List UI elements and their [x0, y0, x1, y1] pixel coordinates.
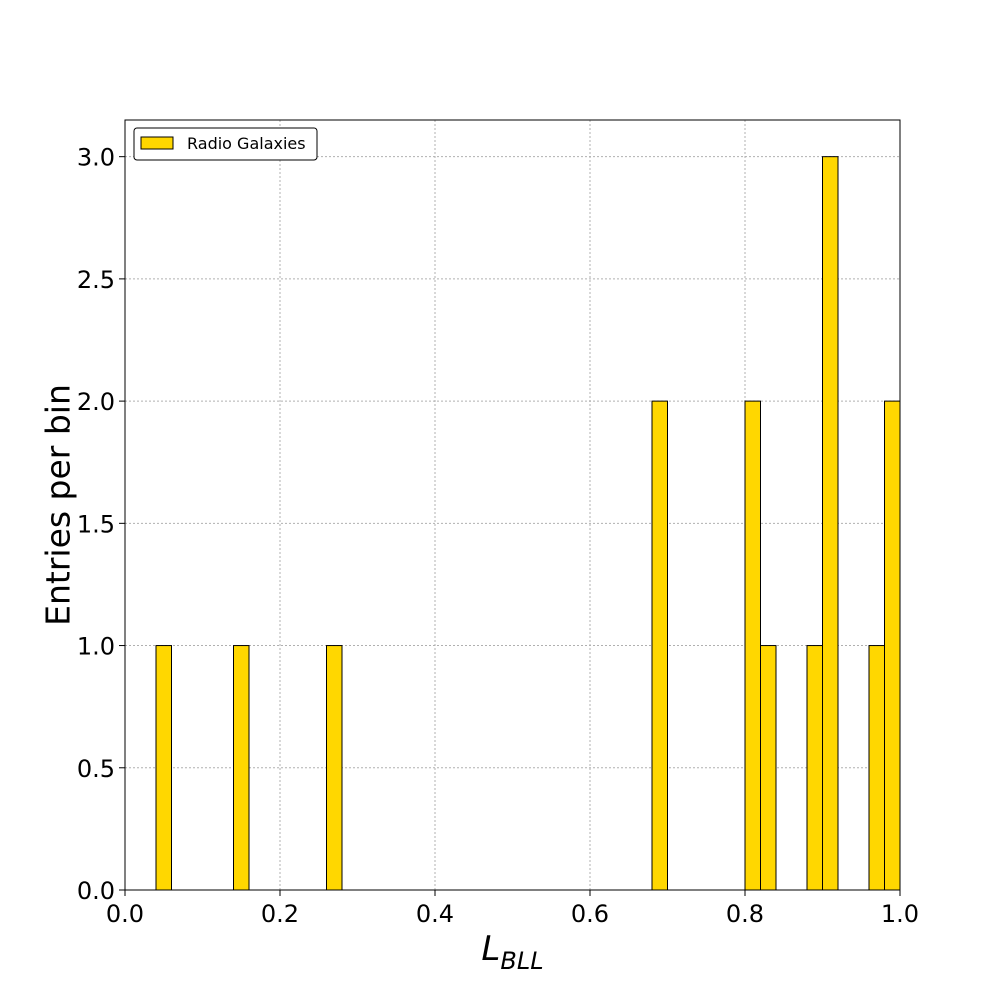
x-axis-title: LBLL [481, 929, 543, 975]
y-tick-label-1: 0.5 [77, 755, 115, 783]
histogram-bar-1 [233, 645, 250, 891]
histogram-bar-0 [155, 645, 172, 891]
x-tick-label-1: 0.2 [261, 900, 299, 928]
histogram-bar-5 [760, 645, 777, 891]
histogram-bar-7 [822, 156, 839, 891]
y-tick-label-4: 2.0 [77, 388, 115, 416]
x-tick-label-0: 0.0 [106, 900, 144, 928]
x-axis-title-subscript: BLL [500, 947, 543, 975]
legend-swatch [140, 136, 174, 150]
x-tick-label-2: 0.4 [416, 900, 454, 928]
y-tick-label-3: 1.5 [77, 510, 115, 538]
axis-tick-labels: 0.0 0.2 0.4 0.6 0.8 1.0 0.0 0.5 1.0 1.5 2.0 2.5 3.0 [77, 144, 919, 928]
legend-box [133, 127, 318, 161]
y-tick-label-2: 1.0 [77, 633, 115, 661]
y-tick-label-6: 3.0 [77, 144, 115, 172]
x-tick-label-4: 0.8 [726, 900, 764, 928]
y-tick-label-5: 2.5 [77, 266, 115, 294]
histogram-bar-4 [744, 400, 761, 891]
legend: Radio Galaxies [133, 127, 318, 161]
plot-area-frame [124, 119, 901, 891]
histogram-bar-9 [884, 400, 901, 891]
histogram-bar-2 [326, 645, 343, 891]
x-tick-label-3: 0.6 [571, 900, 609, 928]
histogram-bars [155, 156, 901, 891]
histogram-bar-8 [868, 645, 885, 891]
x-tick-label-5: 1.0 [881, 900, 919, 928]
y-tick-label-0: 0.0 [77, 877, 115, 905]
histogram-bar-3 [651, 400, 668, 891]
y-axis-title: Entries per bin [39, 384, 78, 626]
x-axis-title-main: L [481, 929, 500, 969]
legend-label-radio-galaxies: Radio Galaxies [187, 134, 306, 153]
histogram-bar-6 [806, 645, 823, 891]
axis-ticks [119, 156, 901, 896]
